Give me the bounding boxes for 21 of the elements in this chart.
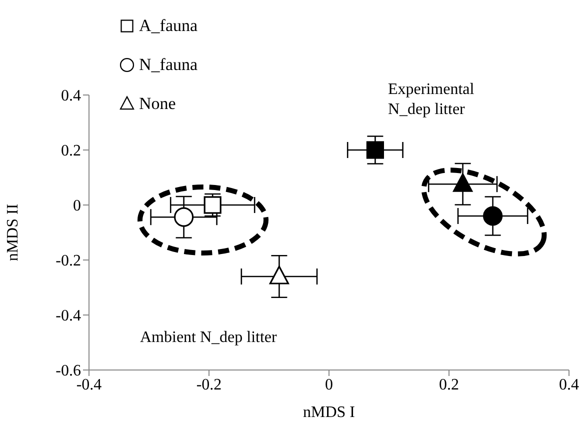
y-tick-label: -0.4 bbox=[56, 308, 81, 325]
legend-label: None bbox=[139, 94, 176, 114]
y-axis-title: nMDS II bbox=[4, 204, 22, 262]
legend-label: A_fauna bbox=[139, 16, 198, 36]
point bbox=[483, 206, 503, 226]
point bbox=[269, 266, 289, 284]
x-tick-label: 0.2 bbox=[439, 376, 459, 394]
y-tick-label: 0 bbox=[73, 198, 81, 215]
x-tick-label: -0.2 bbox=[196, 376, 222, 394]
x-axis-title: nMDS I bbox=[302, 404, 356, 421]
point bbox=[204, 196, 222, 214]
point bbox=[366, 141, 384, 159]
x-tick-label: 0.4 bbox=[559, 376, 579, 394]
x-tick-label: 0 bbox=[325, 376, 333, 394]
point bbox=[174, 207, 194, 227]
y-tick-label: 0.2 bbox=[61, 142, 81, 160]
annotation: Ambient N_dep litter bbox=[140, 328, 278, 348]
y-tick-label: 0.4 bbox=[61, 88, 81, 105]
y-tick-label: -0.2 bbox=[56, 252, 81, 270]
legend-label: N_fauna bbox=[139, 54, 198, 74]
annotation: Experimental N_dep litter bbox=[388, 80, 476, 120]
